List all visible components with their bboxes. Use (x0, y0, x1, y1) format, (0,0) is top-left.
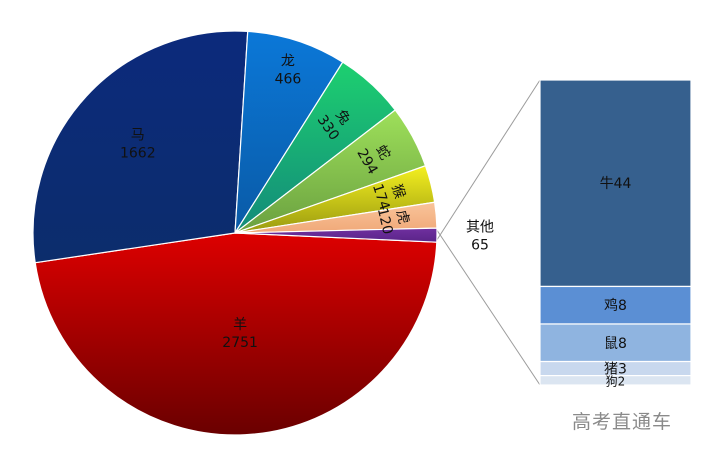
pie-category-label: 龙 (281, 53, 295, 69)
connector-line-bottom (436, 229, 541, 386)
pie-value-label: 65 (471, 238, 489, 254)
pie-category-label: 蛇 (372, 143, 393, 163)
pie-category-label: 其他 (466, 220, 494, 236)
pie-value-label: 466 (275, 71, 302, 87)
bar-data-label-猪: 猪3 (604, 362, 627, 378)
pie-slice-龙 (234, 30, 344, 234)
bar-segment-狗 (539, 375, 692, 386)
stacked-bar (539, 79, 692, 386)
pie-value-label: 1662 (120, 146, 156, 162)
pie-data-label-龙: 龙 466 (275, 53, 302, 87)
watermark-text: 高考直通车 (572, 411, 673, 433)
bar-data-label-狗: 狗2 (606, 374, 626, 388)
bar-data-label-鼠: 鼠8 (604, 336, 627, 352)
bar-segment-鼠 (539, 323, 692, 363)
pie-category-label: 虎 (393, 208, 412, 225)
bar-segment-鸡 (539, 285, 692, 325)
pie-slice-羊 (34, 232, 438, 436)
pie-category-label: 猴 (388, 182, 408, 200)
pie (32, 30, 438, 436)
connector-lines (436, 79, 541, 386)
pie-category-label: 马 (131, 128, 145, 144)
bar-segment-牛 (539, 79, 692, 288)
pie-data-label-羊: 羊 2751 (222, 317, 258, 351)
pie-category-label: 羊 (233, 317, 247, 333)
pie-value-label: 174 (369, 182, 393, 212)
pie-slice-马 (32, 30, 249, 264)
pie-slice-其他 (234, 227, 438, 243)
bar-data-label-鸡: 鸡8 (604, 297, 627, 314)
pie-data-label-马: 马 1662 (120, 128, 156, 162)
bar-data-label-牛: 牛44 (600, 176, 632, 192)
connector-line-top (436, 79, 541, 241)
pie-value-label: 120 (374, 206, 396, 236)
pie-data-label-其他: 其他 65 (466, 220, 494, 254)
pie-value-label: 2751 (222, 335, 258, 351)
